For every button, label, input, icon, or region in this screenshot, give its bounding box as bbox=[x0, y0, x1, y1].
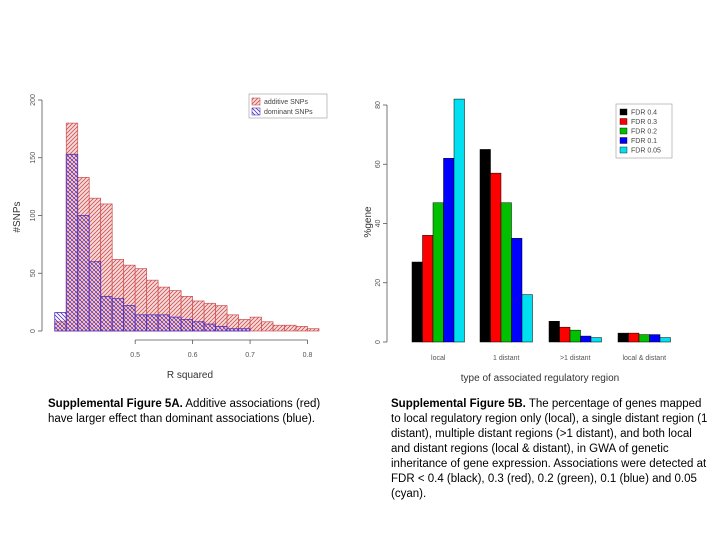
histogram-figure-a: 0 50 100 150 200 0.5 0.6 0.7 0.8 additive SNPs d… bbox=[12, 93, 328, 381]
legend-swatch-b bbox=[619, 146, 628, 154]
additive-bar bbox=[307, 328, 320, 332]
legend-label-b: FDR 0.3 bbox=[631, 119, 657, 126]
x-axis-label-b: type of associated regulatory region bbox=[461, 373, 619, 384]
dominant-bar bbox=[238, 328, 251, 332]
y-tick-label-b: 60 bbox=[375, 160, 382, 168]
fdr-bar bbox=[580, 335, 592, 343]
legend-swatch-b bbox=[619, 127, 628, 135]
legend-label-b: FDR 0.2 bbox=[631, 129, 657, 136]
fdr-bar bbox=[479, 149, 491, 343]
fdr-bar bbox=[617, 332, 629, 343]
legend-b: FDR 0.4 FDR 0.3 FDR 0.2 FDR 0.1 FDR 0.05 bbox=[615, 103, 673, 159]
additive-bar bbox=[261, 321, 274, 332]
fdr-bar bbox=[659, 337, 671, 343]
fdr-bar bbox=[559, 326, 571, 343]
fdr-bar bbox=[548, 321, 560, 343]
dominant-bar bbox=[192, 321, 205, 332]
dominant-bar bbox=[88, 261, 102, 332]
caption-figure-b: Supplemental Figure 5B. The percentage o… bbox=[391, 397, 711, 502]
fdr-bar bbox=[500, 202, 512, 343]
dominant-bar bbox=[226, 328, 239, 332]
fdr-bar bbox=[490, 172, 502, 343]
additive-bar bbox=[295, 326, 308, 332]
x-tick-label-a: 0.8 bbox=[303, 352, 313, 359]
category-label-b: local & distant bbox=[622, 355, 666, 362]
additive-bar bbox=[249, 316, 262, 332]
bar-figure-b: 0 20 40 60 80 local 1 distant >1 distant local &… bbox=[363, 98, 673, 384]
caption-b-text: The percentage of genes mapped to local … bbox=[391, 398, 708, 500]
x-tick-label-a: 0.6 bbox=[188, 352, 198, 359]
x-tick-label-a: 0.7 bbox=[245, 352, 255, 359]
dominant-bars bbox=[54, 153, 251, 332]
fdr-bars bbox=[411, 98, 671, 343]
axes-b: 0 20 40 60 80 local 1 distant >1 distant local &… bbox=[375, 101, 666, 362]
y-tick-label-a: 0 bbox=[30, 329, 37, 333]
fdr-bar bbox=[569, 329, 581, 343]
caption-a-label: Supplemental Figure 5A. bbox=[48, 398, 183, 410]
legend-label-dominant: dominant SNPs bbox=[264, 109, 313, 116]
y-tick-label-a: 200 bbox=[30, 94, 37, 106]
caption-b-label: Supplemental Figure 5B. bbox=[391, 398, 526, 410]
fdr-bar bbox=[432, 202, 444, 343]
y-tick-label-b: 40 bbox=[375, 220, 382, 228]
y-tick-label-b: 80 bbox=[375, 101, 382, 109]
fdr-bar bbox=[422, 235, 434, 343]
legend-swatch-dominant bbox=[251, 107, 261, 116]
dominant-bar bbox=[134, 314, 148, 332]
additive-bar bbox=[284, 324, 297, 332]
category-label-b: 1 distant bbox=[493, 355, 520, 362]
legend-label-b: FDR 0.4 bbox=[631, 110, 657, 117]
fdr-bar bbox=[521, 294, 533, 343]
category-label-b: local bbox=[431, 355, 446, 362]
caption-figure-a: Supplemental Figure 5A. Additive associa… bbox=[48, 397, 333, 427]
dominant-bar bbox=[169, 316, 182, 332]
dominant-bar bbox=[180, 319, 194, 332]
y-tick-label-a: 50 bbox=[30, 269, 37, 277]
fdr-bar bbox=[411, 261, 423, 343]
additive-bar bbox=[272, 324, 285, 332]
legend-swatch-b bbox=[619, 118, 628, 125]
dominant-bar bbox=[111, 298, 125, 332]
legend-label-additive: additive SNPs bbox=[264, 99, 308, 106]
legend-swatch-b bbox=[619, 137, 628, 144]
fdr-bar bbox=[443, 158, 455, 343]
caption-a-text: Additive associations (red) have larger … bbox=[48, 398, 321, 425]
dominant-bar bbox=[100, 295, 113, 332]
dominant-bar bbox=[203, 323, 216, 332]
fdr-bar bbox=[638, 334, 650, 343]
fdr-bar bbox=[511, 238, 523, 343]
y-tick-label-a: 100 bbox=[30, 210, 37, 222]
dominant-bar bbox=[123, 305, 136, 332]
fdr-bar bbox=[649, 334, 661, 343]
x-axis-label-a: R squared bbox=[167, 370, 213, 381]
fdr-bar bbox=[590, 337, 602, 343]
legend-label-b: FDR 0.1 bbox=[631, 138, 657, 145]
y-axis-label-a: #SNPs bbox=[12, 201, 23, 232]
legend-a: additive SNPs dominant SNPs bbox=[248, 93, 328, 119]
legend-swatch-additive bbox=[251, 97, 261, 106]
dominant-bar bbox=[146, 314, 159, 332]
dominant-bar bbox=[157, 314, 171, 332]
y-tick-label-a: 150 bbox=[30, 152, 37, 164]
category-label-b: >1 distant bbox=[560, 355, 591, 362]
dominant-bar bbox=[77, 215, 90, 332]
fdr-bar bbox=[628, 332, 640, 343]
legend-label-b: FDR 0.05 bbox=[631, 148, 661, 155]
legend-swatch-b bbox=[619, 108, 628, 116]
y-axis-label-b: %gene bbox=[363, 206, 374, 238]
dominant-bar bbox=[215, 325, 228, 332]
y-tick-label-b: 20 bbox=[375, 279, 382, 287]
dominant-bar bbox=[65, 153, 79, 332]
y-tick-label-b: 0 bbox=[375, 340, 382, 344]
fdr-bar bbox=[453, 98, 465, 343]
dominant-bar bbox=[54, 312, 67, 332]
x-tick-label-a: 0.5 bbox=[130, 352, 140, 359]
axes-a: 0 50 100 150 200 0.5 0.6 0.7 0.8 bbox=[30, 94, 312, 359]
